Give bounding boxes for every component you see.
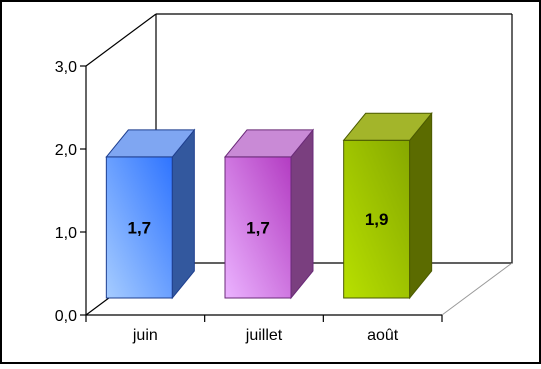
bar-layer	[105, 111, 433, 300]
bar-side-face	[171, 128, 195, 300]
x-tick-label: août	[367, 327, 399, 344]
bar-side-face	[290, 128, 314, 300]
bar-front-face	[343, 139, 411, 299]
bar-front-face	[105, 156, 173, 299]
x-tick-label: juin	[132, 327, 158, 344]
chart-axes: 0,0 1,0 2,0 3,0 juin juillet août	[55, 59, 443, 344]
bar-side-face	[409, 111, 433, 300]
data-label: 1,7	[128, 218, 152, 237]
bar-top-face	[105, 129, 196, 158]
bar-1	[105, 128, 196, 300]
y-tick-label: 3,0	[55, 59, 77, 76]
bar-3	[342, 111, 433, 300]
data-label: 1,7	[246, 218, 270, 237]
y-tick-label: 1,0	[55, 225, 77, 242]
y-tick-label: 2,0	[55, 142, 77, 159]
y-tick-label: 0,0	[55, 308, 77, 325]
bar-2	[223, 128, 315, 300]
floor-right-edge	[441, 262, 513, 316]
data-label: 1,9	[365, 210, 389, 229]
x-tick-label: juillet	[245, 327, 283, 344]
side-wall-top-edge	[85, 13, 157, 67]
bar-top-face	[223, 129, 315, 158]
bar-front-face	[224, 156, 292, 299]
label-layer: 1,7 1,7 1,9	[128, 210, 389, 237]
bar-top-face	[342, 112, 433, 141]
